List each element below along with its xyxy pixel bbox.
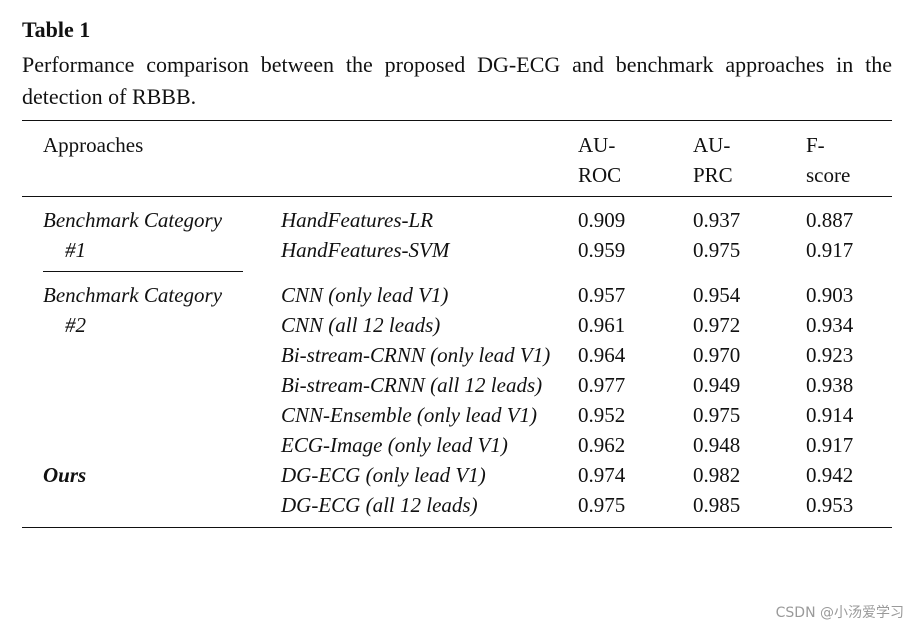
method-cell: CNN-Ensemble (only lead V1) xyxy=(281,403,538,427)
value-cell: 0.962 xyxy=(578,433,626,457)
value-cell: 0.953 xyxy=(806,493,854,517)
results-table: Approaches AU-ROC AU-PRC F-score Benchma… xyxy=(22,120,892,528)
method-cell: DG-ECG (all 12 leads) xyxy=(281,493,478,517)
header-row: Approaches AU-ROC AU-PRC F-score xyxy=(22,121,892,197)
header-text: Approaches xyxy=(43,133,144,157)
value-cell: 0.917 xyxy=(806,433,854,457)
separator-row xyxy=(22,265,892,280)
value-cell: 0.977 xyxy=(578,373,626,397)
header-text: F-score xyxy=(806,133,851,187)
table-row: Benchmark Category #2 CNN (only lead V1) 0… xyxy=(22,280,892,337)
table-row: ECG-Image (only lead V1) 0.962 0.948 0.917 xyxy=(22,430,892,460)
method-cell: Bi-stream-CRNN (all 12 leads) xyxy=(281,373,543,397)
category-cell: Benchmark Category #1 xyxy=(22,205,281,265)
header-cell: Approaches xyxy=(22,121,578,197)
value-cell: 0.923 xyxy=(806,343,854,367)
table-caption: Performance comparison between the propo… xyxy=(22,52,892,109)
category-label: Benchmark Category #1 xyxy=(43,208,223,262)
value-cell: 0.972 xyxy=(693,313,741,337)
header-cell: AU-PRC xyxy=(693,121,806,197)
empty-cell xyxy=(281,265,892,280)
header-cell: AU-ROC xyxy=(578,121,693,197)
table-row: Bi-stream-CRNN (only lead V1) 0.964 0.970 0… xyxy=(22,340,892,370)
separator-cell xyxy=(22,265,281,280)
value-cell: 0.975 xyxy=(693,238,741,262)
spacer xyxy=(22,520,892,528)
category-label: Ours xyxy=(43,463,87,487)
table-title: Table 1 xyxy=(22,17,91,42)
value-cell: 0.974 xyxy=(578,463,626,487)
value-cell: 0.917 xyxy=(806,238,854,262)
value-cell: 0.942 xyxy=(806,463,854,487)
value-cell: 0.949 xyxy=(693,373,741,397)
header-text: AU-PRC xyxy=(693,133,733,187)
value-cell: 0.985 xyxy=(693,493,741,517)
value-cell: 0.903 xyxy=(806,283,854,307)
value-cell: 0.975 xyxy=(578,493,626,517)
spacer-cell xyxy=(22,197,892,206)
table-row: DG-ECG (all 12 leads) 0.975 0.985 0.953 xyxy=(22,490,892,520)
value-cell: 0.961 xyxy=(578,313,626,337)
value-cell: 0.952 xyxy=(578,403,626,427)
table-row: Ours DG-ECG (only lead V1) 0.974 0.982 0.942 xyxy=(22,460,892,490)
spacer-cell xyxy=(22,520,892,528)
value-cell: 0.975 xyxy=(693,403,741,427)
value-cell: 0.970 xyxy=(693,343,741,367)
method-cell: HandFeatures-SVM xyxy=(281,238,450,262)
value-cell: 0.909 xyxy=(578,208,626,232)
value-cell: 0.914 xyxy=(806,403,854,427)
value-cell: 0.964 xyxy=(578,343,626,367)
value-cell: 0.982 xyxy=(693,463,741,487)
method-cell: CNN (all 12 leads) xyxy=(281,313,441,337)
table-row: Bi-stream-CRNN (all 12 leads) 0.977 0.949 0… xyxy=(22,370,892,400)
watermark: CSDN @小汤爱学习 xyxy=(775,605,904,621)
method-cell: Bi-stream-CRNN (only lead V1) xyxy=(281,343,551,367)
header-text: AU-ROC xyxy=(578,133,622,187)
value-cell: 0.937 xyxy=(693,208,741,232)
method-cell: HandFeatures-LR xyxy=(281,208,434,232)
category-label: Benchmark Category #2 xyxy=(43,283,223,337)
value-cell: 0.938 xyxy=(806,373,854,397)
method-cell: ECG-Image (only lead V1) xyxy=(281,433,508,457)
header-cell: F-score xyxy=(806,121,892,197)
value-cell: 0.887 xyxy=(806,208,854,232)
table-row: CNN (all 12 leads) 0.961 0.972 0.934 xyxy=(22,310,892,340)
value-cell: 0.957 xyxy=(578,283,626,307)
method-cell: CNN (only lead V1) xyxy=(281,283,449,307)
table-row: Benchmark Category #1 HandFeatures-LR 0.90… xyxy=(22,205,892,262)
value-cell: 0.934 xyxy=(806,313,854,337)
spacer xyxy=(22,197,892,206)
table-row: HandFeatures-SVM 0.959 0.975 0.917 xyxy=(22,235,892,265)
method-cell: DG-ECG (only lead V1) xyxy=(281,463,486,487)
value-cell: 0.959 xyxy=(578,238,626,262)
table-body: Benchmark Category #1 HandFeatures-LR 0.90… xyxy=(22,197,892,528)
value-cell: 0.954 xyxy=(693,283,741,307)
category-cell: Ours xyxy=(22,460,281,520)
table-row: CNN-Ensemble (only lead V1) 0.952 0.975 0.9… xyxy=(22,400,892,430)
separator-rule xyxy=(43,271,243,280)
value-cell: 0.948 xyxy=(693,433,741,457)
category-cell: Benchmark Category #2 xyxy=(22,280,281,460)
